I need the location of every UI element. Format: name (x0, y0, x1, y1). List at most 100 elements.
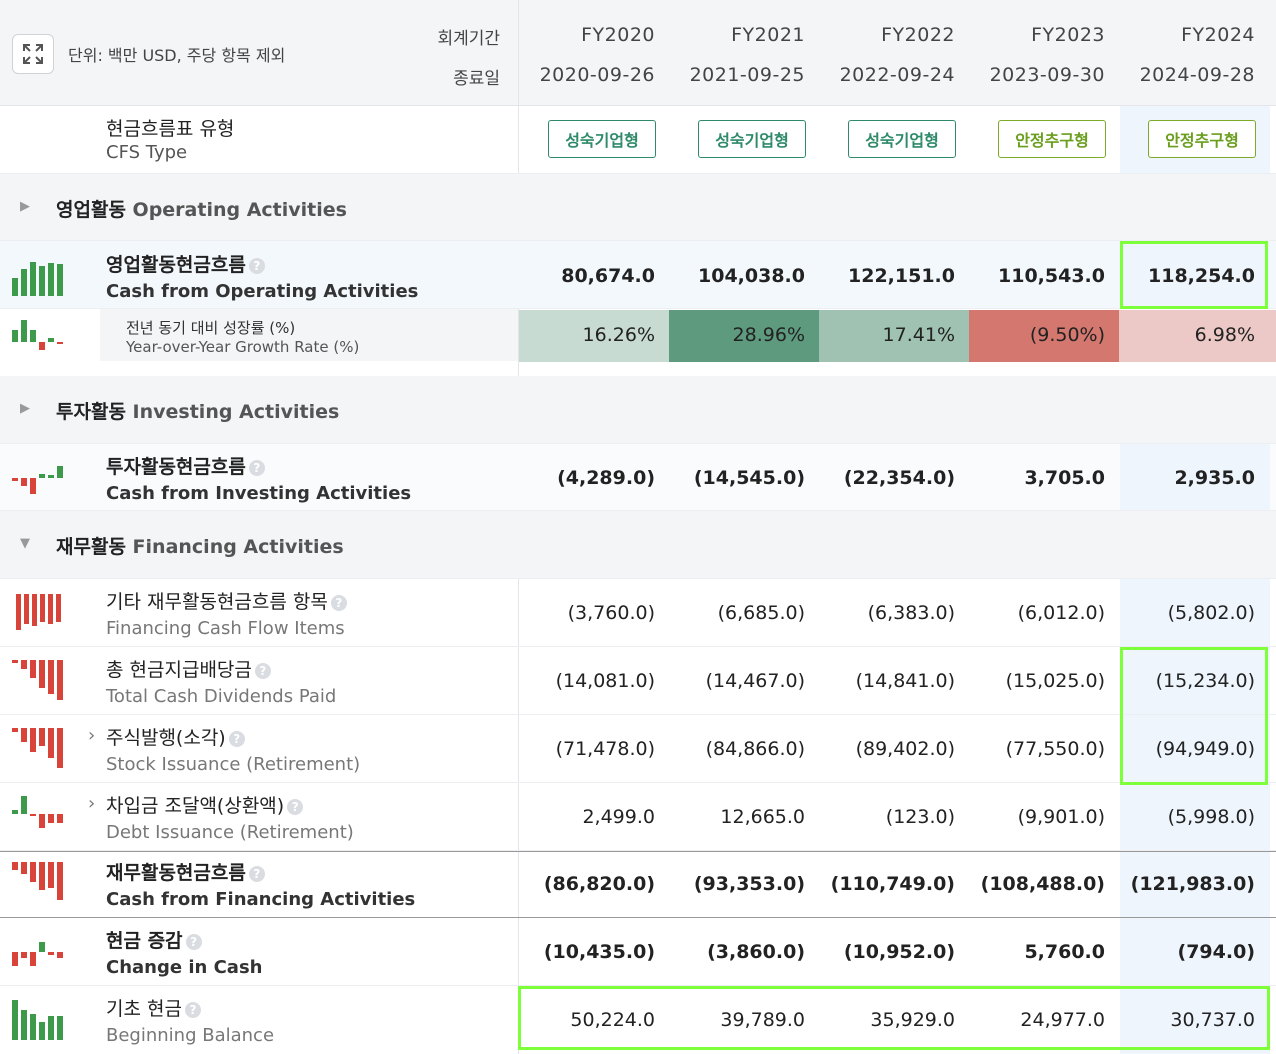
row-label-en: Cash from Operating Activities (106, 281, 419, 302)
row-label-ko: 기타 재무활동현금흐름 항목? (106, 587, 347, 614)
row-label-ko: 투자활동현금흐름? (106, 452, 516, 479)
value-cell: (15,025.0) (1005, 670, 1105, 692)
row-label-ko: 차입금 조달액(상환액)? (106, 791, 354, 818)
value-cell: (94,949.0) (1155, 738, 1255, 760)
highlight-box (1120, 647, 1268, 785)
row-label-ko: 현금 증감? (106, 926, 262, 953)
value-cell: 80,674.0 (561, 265, 655, 287)
row-label-ko: 주식발행(소각)? (106, 723, 360, 750)
current-column-bg (1120, 241, 1270, 309)
help-icon[interactable]: ? (248, 257, 265, 274)
help-icon[interactable]: ? (248, 459, 265, 476)
value-cell: 17.41% (882, 324, 955, 346)
row-label: 전년 동기 대비 성장률 (%) Year-over-Year Growth R… (126, 317, 359, 356)
value-cell: 6.98% (1194, 324, 1255, 346)
value-cell: (5,998.0) (1167, 806, 1255, 828)
value-cell: (4,289.0) (557, 467, 655, 489)
fy-header: FY2021 (731, 24, 805, 46)
period-label: 회계기간 (437, 29, 500, 49)
value-cell: 104,038.0 (698, 265, 805, 287)
section-operating[interactable] (0, 174, 1276, 241)
sparkline-icon (12, 660, 63, 700)
yoy-cell (819, 310, 969, 362)
end-date: 2021-09-25 (689, 64, 805, 86)
table-row (0, 783, 1276, 851)
row-label: 차입금 조달액(상환액)? Debt Issuance (Retirement) (106, 791, 354, 843)
value-cell: (6,685.0) (717, 602, 805, 624)
value-cell: (14,841.0) (855, 670, 955, 692)
value-cell: (14,545.0) (693, 467, 805, 489)
value-cell: (84,866.0) (705, 738, 805, 760)
table-row (0, 444, 1276, 511)
sparkline-icon (12, 728, 63, 768)
section-title: 재무활동 Financing Activities (56, 536, 344, 558)
row-label-en: Financing Cash Flow Items (106, 618, 345, 639)
sparkline-icon (12, 862, 63, 900)
cfs-type-badge: 안정추구형 (998, 120, 1106, 158)
expand-chevron-icon[interactable]: › (88, 725, 96, 746)
section-financing[interactable] (0, 511, 1276, 579)
row-label-ko: 전년 동기 대비 성장률 (%) (126, 319, 296, 337)
end-date: 2022-09-24 (839, 64, 955, 86)
value-cell: (110,749.0) (830, 873, 955, 895)
sparkline-icon (12, 942, 63, 966)
row-label-en: Year-over-Year Growth Rate (%) (126, 338, 360, 356)
value-cell: (22,354.0) (843, 467, 955, 489)
value-cell: (86,820.0) (543, 873, 655, 895)
yoy-cell (969, 310, 1119, 362)
help-icon[interactable]: ? (228, 730, 245, 747)
row-label-en: CFS Type (106, 142, 188, 163)
help-icon[interactable]: ? (185, 933, 202, 950)
value-cell: (9.50%) (1029, 324, 1105, 346)
value-cell: (3,760.0) (567, 602, 655, 624)
row-label: 기초 현금? Beginning Balance (106, 994, 274, 1046)
value-cell: 12,665.0 (720, 806, 805, 828)
expand-chevron-icon[interactable]: › (88, 793, 96, 814)
value-cell: (10,952.0) (843, 941, 955, 963)
collapse-triangle-icon[interactable]: ▶ (20, 199, 30, 214)
collapse-triangle-icon[interactable]: ▶ (20, 401, 30, 416)
sparkline-icon (12, 262, 63, 296)
expand-icon[interactable] (12, 34, 54, 74)
cfs-type-row (0, 106, 1276, 174)
value-cell: (121,983.0) (1130, 873, 1255, 895)
value-cell: (794.0) (1177, 941, 1255, 963)
value-cell: 35,929.0 (870, 1009, 955, 1031)
row-label-ko: 기초 현금? (106, 994, 274, 1021)
help-icon[interactable]: ? (248, 865, 265, 882)
help-icon[interactable]: ? (330, 594, 347, 611)
value-cell: (123.0) (885, 806, 955, 828)
expanded-triangle-icon[interactable]: ▼ (20, 536, 30, 551)
highlight-box (1120, 241, 1268, 309)
row-label-en: Cash from Investing Activities (106, 483, 412, 504)
value-cell: (5,802.0) (1167, 602, 1255, 624)
table-row (0, 851, 1276, 918)
value-cell: (15,234.0) (1155, 670, 1255, 692)
help-icon[interactable]: ? (287, 798, 304, 815)
table-row (0, 579, 1276, 647)
help-icon[interactable]: ? (254, 662, 271, 679)
row-label-en: Stock Issuance (Retirement) (106, 754, 361, 775)
sparkline-icon (12, 1000, 63, 1040)
row-label-ko: 재무활동현금흐름? (106, 858, 415, 885)
highlight-box (518, 986, 1270, 1050)
spacer (0, 362, 1276, 376)
section-investing[interactable] (0, 376, 1276, 444)
row-label: 재무활동현금흐름? Cash from Financing Activities (106, 858, 415, 910)
end-date: 2024-09-28 (1139, 64, 1255, 86)
value-cell: 5,760.0 (1024, 941, 1105, 963)
row-label: 투자활동현금흐름? Cash from Investing Activities (106, 452, 516, 504)
yoy-cell (1119, 310, 1270, 362)
help-icon[interactable]: ? (184, 1001, 201, 1018)
fy-header: FY2024 (1181, 24, 1255, 46)
value-cell: 2,935.0 (1174, 467, 1255, 489)
table-row (0, 647, 1276, 715)
unit-label: 단위: 백만 USD, 주당 항목 제외 (68, 46, 286, 65)
row-label-en: Change in Cash (106, 957, 263, 978)
value-cell: 30,737.0 (1170, 1009, 1255, 1031)
value-cell: (14,081.0) (555, 670, 655, 692)
value-cell: (6,383.0) (867, 602, 955, 624)
row-label-en: Debt Issuance (Retirement) (106, 822, 354, 843)
row-label-ko: 영업활동현금흐름? (106, 250, 516, 277)
value-cell: 39,789.0 (720, 1009, 805, 1031)
